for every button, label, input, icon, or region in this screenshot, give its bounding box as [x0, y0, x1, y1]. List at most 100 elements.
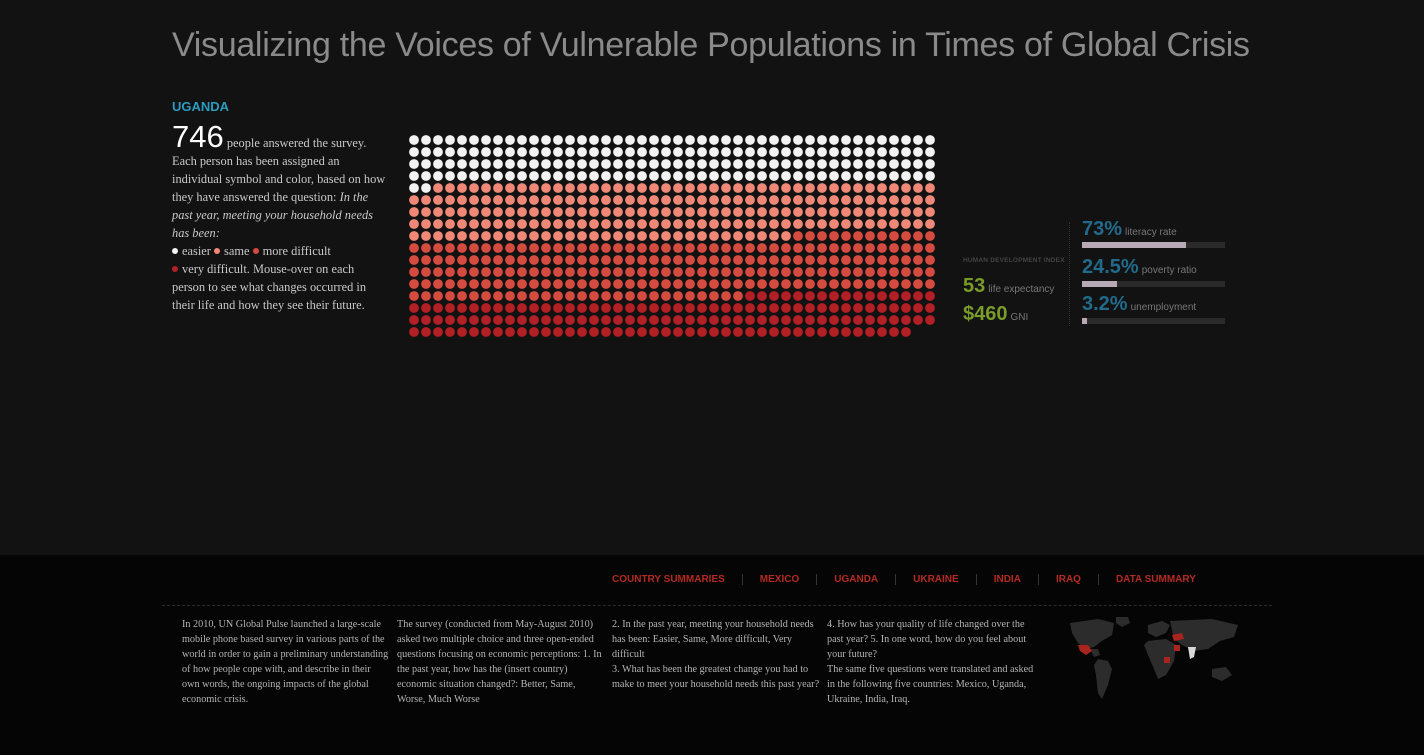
person-dot[interactable] — [829, 195, 839, 205]
person-dot[interactable] — [613, 195, 623, 205]
person-dot[interactable] — [589, 207, 599, 217]
person-dot[interactable] — [889, 207, 899, 217]
person-dot[interactable] — [529, 219, 539, 229]
person-dot[interactable] — [517, 303, 527, 313]
person-dot[interactable] — [541, 267, 551, 277]
person-dot[interactable] — [541, 327, 551, 337]
person-dot[interactable] — [637, 183, 647, 193]
person-dot[interactable] — [529, 231, 539, 241]
person-dot[interactable] — [721, 183, 731, 193]
person-dot[interactable] — [721, 207, 731, 217]
person-dot[interactable] — [829, 279, 839, 289]
person-dot[interactable] — [709, 243, 719, 253]
person-dot[interactable] — [577, 243, 587, 253]
person-dot[interactable] — [901, 279, 911, 289]
person-dot[interactable] — [853, 267, 863, 277]
person-dot[interactable] — [769, 219, 779, 229]
person-dot[interactable] — [709, 231, 719, 241]
person-dot[interactable] — [589, 303, 599, 313]
person-dot[interactable] — [745, 195, 755, 205]
person-dot[interactable] — [553, 219, 563, 229]
person-dot[interactable] — [853, 183, 863, 193]
person-dot[interactable] — [505, 183, 515, 193]
person-dot[interactable] — [853, 231, 863, 241]
person-dot[interactable] — [805, 147, 815, 157]
person-dot[interactable] — [481, 279, 491, 289]
person-dot[interactable] — [493, 231, 503, 241]
person-dot[interactable] — [661, 327, 671, 337]
person-dot[interactable] — [925, 219, 935, 229]
person-dot[interactable] — [517, 171, 527, 181]
person-dot[interactable] — [469, 207, 479, 217]
person-dot[interactable] — [841, 267, 851, 277]
person-dot[interactable] — [733, 135, 743, 145]
person-dot[interactable] — [877, 291, 887, 301]
person-dot[interactable] — [445, 243, 455, 253]
person-dot[interactable] — [697, 279, 707, 289]
person-dot[interactable] — [469, 291, 479, 301]
person-dot[interactable] — [493, 243, 503, 253]
person-dot[interactable] — [721, 279, 731, 289]
person-dot[interactable] — [889, 243, 899, 253]
person-dot[interactable] — [421, 291, 431, 301]
person-dot[interactable] — [805, 183, 815, 193]
person-dot[interactable] — [769, 291, 779, 301]
person-dot[interactable] — [721, 219, 731, 229]
person-dot[interactable] — [733, 183, 743, 193]
person-dot[interactable] — [889, 291, 899, 301]
person-dot[interactable] — [793, 303, 803, 313]
person-dot[interactable] — [493, 207, 503, 217]
person-dot[interactable] — [757, 231, 767, 241]
person-dot[interactable] — [457, 303, 467, 313]
person-dot[interactable] — [673, 171, 683, 181]
person-dot[interactable] — [769, 147, 779, 157]
person-dot[interactable] — [505, 279, 515, 289]
person-dot[interactable] — [469, 147, 479, 157]
person-dot[interactable] — [661, 315, 671, 325]
person-dot[interactable] — [925, 231, 935, 241]
person-dot[interactable] — [865, 243, 875, 253]
person-dot[interactable] — [661, 171, 671, 181]
person-dot[interactable] — [817, 243, 827, 253]
person-dot[interactable] — [877, 315, 887, 325]
person-dot[interactable] — [829, 159, 839, 169]
person-dot[interactable] — [445, 267, 455, 277]
person-dot[interactable] — [781, 159, 791, 169]
person-dot[interactable] — [913, 183, 923, 193]
person-dot[interactable] — [865, 183, 875, 193]
person-dot[interactable] — [769, 279, 779, 289]
person-dot[interactable] — [685, 135, 695, 145]
person-dot[interactable] — [589, 315, 599, 325]
nav-india[interactable]: INDIA — [975, 574, 1038, 585]
person-dot[interactable] — [841, 183, 851, 193]
person-dot[interactable] — [745, 327, 755, 337]
person-dot[interactable] — [925, 135, 935, 145]
person-dot[interactable] — [793, 327, 803, 337]
person-dot[interactable] — [901, 135, 911, 145]
person-dot[interactable] — [925, 255, 935, 265]
person-dot[interactable] — [841, 315, 851, 325]
person-dot[interactable] — [781, 279, 791, 289]
person-dot[interactable] — [565, 231, 575, 241]
person-dot[interactable] — [745, 135, 755, 145]
person-dot[interactable] — [541, 315, 551, 325]
person-dot[interactable] — [793, 219, 803, 229]
person-dot[interactable] — [469, 303, 479, 313]
person-dot[interactable] — [697, 195, 707, 205]
nav-ukraine[interactable]: UKRAINE — [895, 574, 976, 585]
person-dot[interactable] — [697, 267, 707, 277]
person-dot[interactable] — [817, 159, 827, 169]
person-dot[interactable] — [757, 327, 767, 337]
person-dot[interactable] — [589, 219, 599, 229]
person-dot[interactable] — [913, 147, 923, 157]
person-dot[interactable] — [661, 135, 671, 145]
person-dot[interactable] — [661, 147, 671, 157]
person-dot[interactable] — [901, 315, 911, 325]
person-dot[interactable] — [457, 183, 467, 193]
person-dot[interactable] — [601, 171, 611, 181]
person-dot[interactable] — [637, 303, 647, 313]
person-dot[interactable] — [529, 135, 539, 145]
person-dot[interactable] — [469, 255, 479, 265]
person-dot[interactable] — [769, 231, 779, 241]
person-dot[interactable] — [697, 303, 707, 313]
